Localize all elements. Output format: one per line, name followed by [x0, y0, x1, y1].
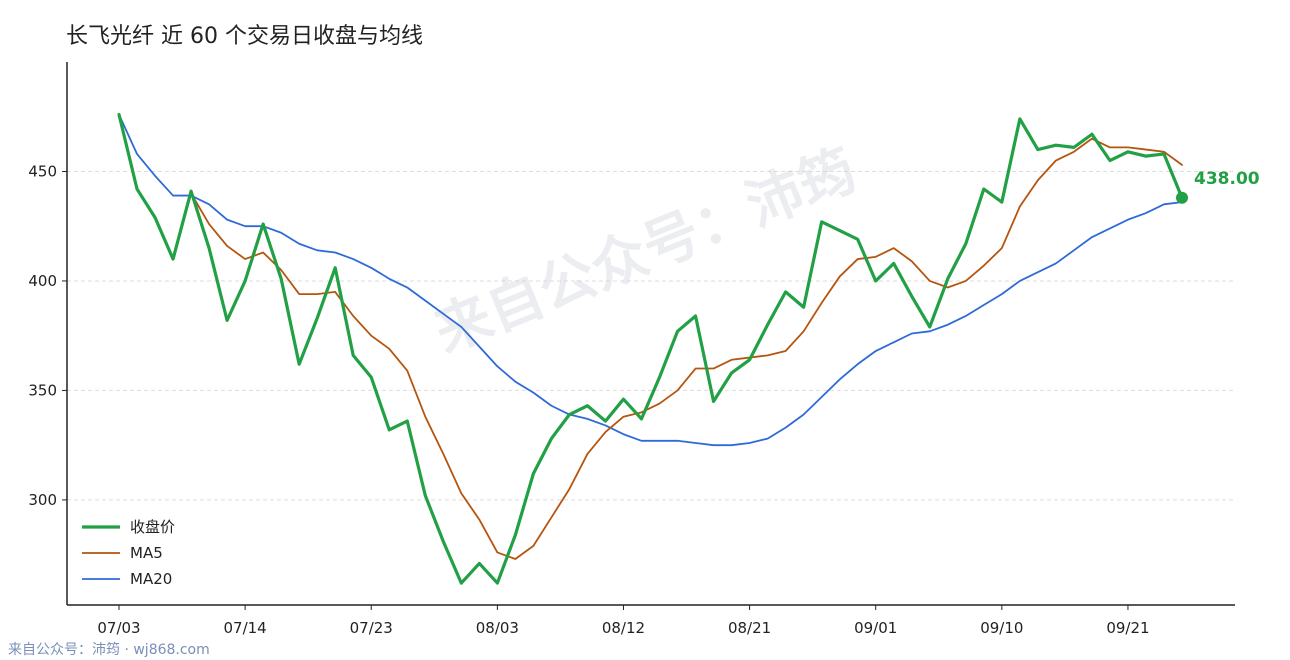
legend-label: MA5 — [130, 544, 163, 562]
y-tick-label: 350 — [28, 381, 57, 399]
x-tick-label: 09/21 — [1106, 619, 1149, 637]
y-tick-label: 400 — [28, 272, 57, 290]
axes: 300 350 400 450 07/03 07/14 07/23 08/03 08/12 08/… — [28, 62, 1235, 637]
x-tick-label: 07/23 — [350, 619, 393, 637]
chart-title: 长飞光纤 近 60 个交易日收盘与均线 — [66, 24, 423, 49]
legend-item-ma5[interactable]: MA5 — [82, 544, 163, 562]
last-close-point — [1176, 191, 1188, 204]
legend[interactable]: 收盘价 MA5 MA20 — [82, 518, 175, 588]
x-tick-label: 08/21 — [728, 619, 771, 637]
x-tick-label: 08/12 — [602, 619, 645, 637]
series-lines — [117, 112, 1184, 585]
footer-credit: 来自公众号：沛筠 · wj868.com — [8, 642, 210, 658]
ma20-line — [118, 113, 1183, 447]
close-price-line — [117, 112, 1184, 585]
legend-item-close-price[interactable]: 收盘价 — [82, 518, 175, 536]
y-tick-label: 300 — [28, 491, 57, 509]
watermark: 来自公众号：沛筠 — [426, 137, 866, 365]
x-tick-label: 07/14 — [224, 619, 267, 637]
grid-lines — [67, 170, 1235, 501]
watermark-text: 来自公众号：沛筠 — [426, 137, 866, 365]
ma5-line — [118, 113, 1183, 560]
legend-label: 收盘价 — [130, 518, 175, 536]
last-close-value-label: 438.00 — [1194, 169, 1260, 189]
y-tick-label: 450 — [28, 162, 57, 180]
x-tick-label: 09/01 — [854, 619, 897, 637]
legend-item-ma20[interactable]: MA20 — [82, 570, 172, 588]
x-tick-label: 08/03 — [476, 619, 519, 637]
legend-label: MA20 — [130, 570, 172, 588]
x-tick-label: 07/03 — [97, 619, 140, 637]
x-tick-label: 09/10 — [980, 619, 1023, 637]
last-value-marker: 438.00 — [1176, 169, 1260, 204]
